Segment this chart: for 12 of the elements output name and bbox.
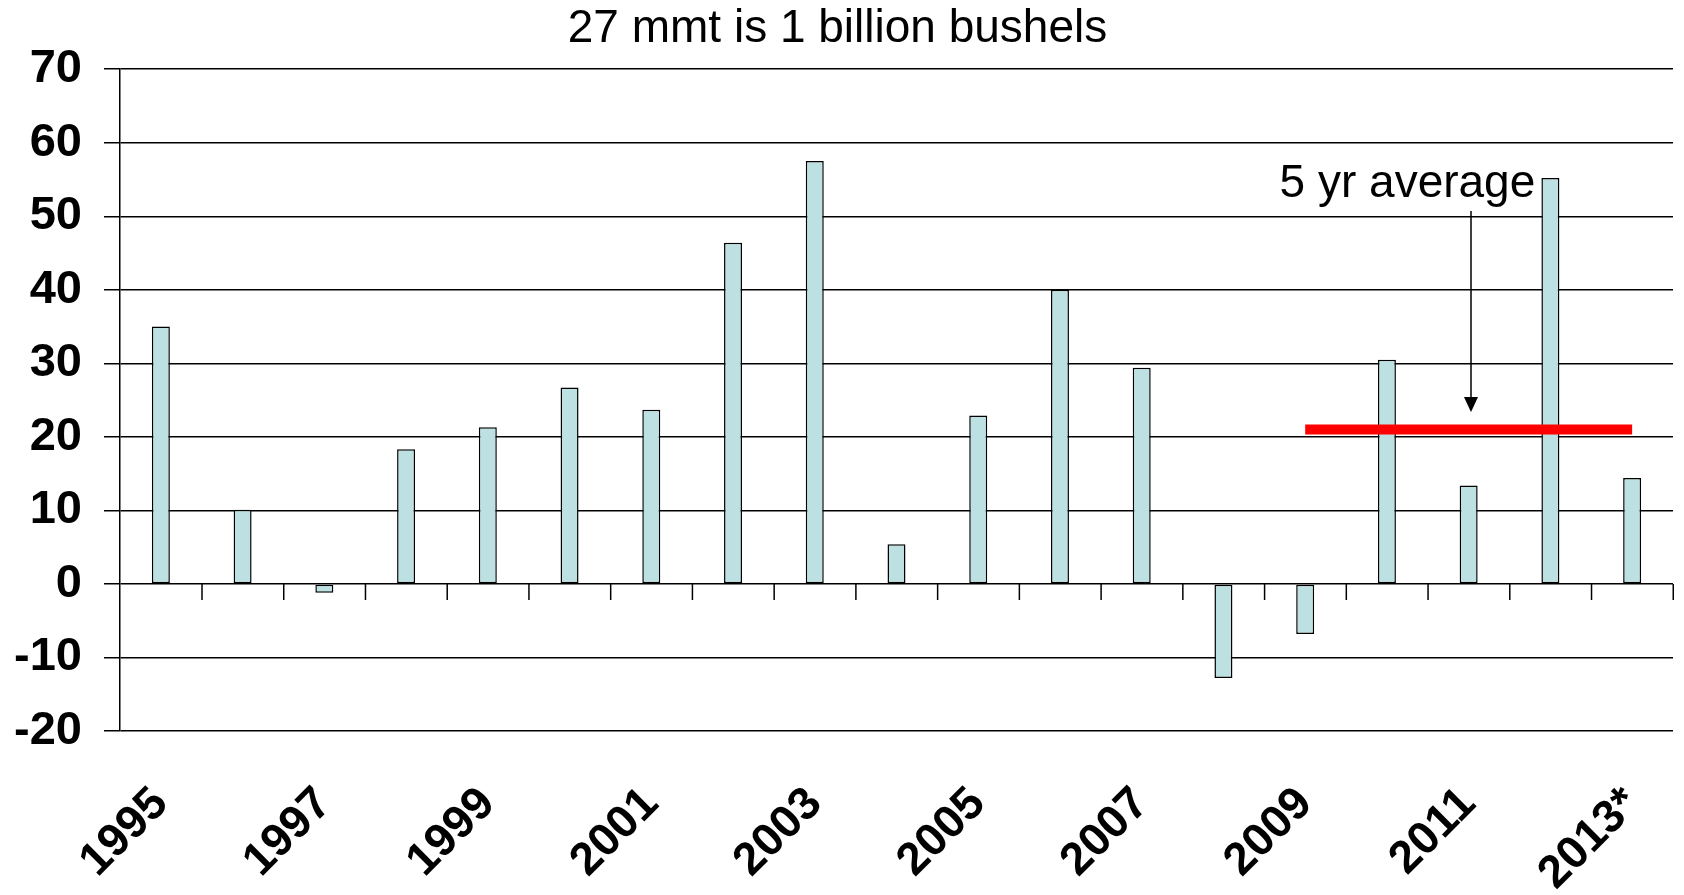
y-tick-label: 0: [55, 553, 82, 607]
y-tick-label: -20: [14, 700, 82, 754]
y-tick-label: 30: [29, 333, 82, 387]
chart-title: 27 mmt is 1 billion bushels: [567, 0, 1108, 53]
y-tick-label: 50: [29, 186, 82, 240]
y-tick-label: 20: [29, 406, 82, 460]
y-tick-label: 40: [29, 259, 82, 313]
y-tick-label: 70: [29, 39, 82, 93]
y-tick-label: -10: [14, 627, 82, 681]
annotation: 5 yr average: [1279, 154, 1536, 207]
y-tick-label: 10: [29, 480, 82, 534]
y-tick-label: 60: [29, 112, 82, 166]
